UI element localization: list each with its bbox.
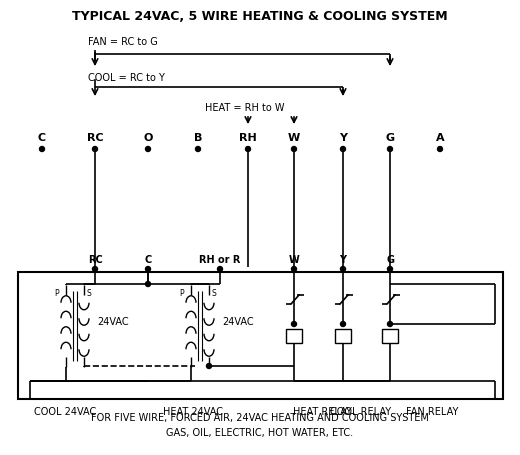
Text: 24VAC: 24VAC [222, 316, 254, 326]
Text: Y: Y [339, 133, 347, 143]
Text: COOL 24VAC: COOL 24VAC [34, 406, 96, 416]
Text: B: B [194, 133, 202, 143]
Circle shape [437, 147, 443, 152]
Text: P: P [55, 289, 59, 298]
Text: P: P [180, 289, 184, 298]
Bar [286, 329, 302, 343]
Circle shape [387, 147, 393, 152]
Circle shape [341, 322, 345, 327]
Text: HEAT 24VAC: HEAT 24VAC [163, 406, 223, 416]
Text: S: S [212, 289, 216, 298]
Text: 24VAC: 24VAC [97, 316, 128, 326]
Text: TYPICAL 24VAC, 5 WIRE HEATING & COOLING SYSTEM: TYPICAL 24VAC, 5 WIRE HEATING & COOLING … [72, 10, 448, 23]
Text: G: G [386, 254, 394, 264]
Text: RH or R: RH or R [199, 254, 241, 264]
Circle shape [245, 147, 251, 152]
Text: C: C [145, 254, 152, 264]
Text: COOL = RC to Y: COOL = RC to Y [88, 73, 165, 83]
Text: W: W [289, 254, 300, 264]
Circle shape [93, 147, 98, 152]
Text: RC: RC [87, 133, 103, 143]
Text: FAN RELAY: FAN RELAY [406, 406, 458, 416]
Text: GAS, OIL, ELECTRIC, HOT WATER, ETC.: GAS, OIL, ELECTRIC, HOT WATER, ETC. [166, 427, 354, 437]
Text: C: C [38, 133, 46, 143]
Circle shape [292, 147, 296, 152]
Circle shape [292, 267, 296, 272]
Text: RC: RC [88, 254, 102, 264]
Text: HEAT = RH to W: HEAT = RH to W [205, 103, 284, 113]
Text: S: S [87, 289, 92, 298]
Bar [382, 329, 398, 343]
Circle shape [146, 147, 150, 152]
Circle shape [206, 364, 212, 369]
Text: G: G [385, 133, 395, 143]
Text: Y: Y [340, 254, 346, 264]
Circle shape [146, 282, 150, 287]
Text: FOR FIVE WIRE, FORCED AIR, 24VAC HEATING AND COOLING SYSTEM: FOR FIVE WIRE, FORCED AIR, 24VAC HEATING… [91, 412, 429, 422]
Circle shape [387, 267, 393, 272]
Text: COOL RELAY: COOL RELAY [330, 406, 392, 416]
Circle shape [93, 267, 98, 272]
Circle shape [146, 267, 150, 272]
Bar [18, 273, 503, 399]
Text: A: A [436, 133, 444, 143]
Text: RH: RH [239, 133, 257, 143]
Text: O: O [144, 133, 153, 143]
Text: HEAT RELAY: HEAT RELAY [293, 406, 352, 416]
Bar [335, 329, 351, 343]
Circle shape [40, 147, 45, 152]
Circle shape [387, 322, 393, 327]
Circle shape [341, 267, 345, 272]
Circle shape [196, 147, 201, 152]
Text: FAN = RC to G: FAN = RC to G [88, 37, 158, 47]
Circle shape [217, 267, 223, 272]
Text: W: W [288, 133, 300, 143]
Circle shape [341, 147, 345, 152]
Circle shape [292, 322, 296, 327]
